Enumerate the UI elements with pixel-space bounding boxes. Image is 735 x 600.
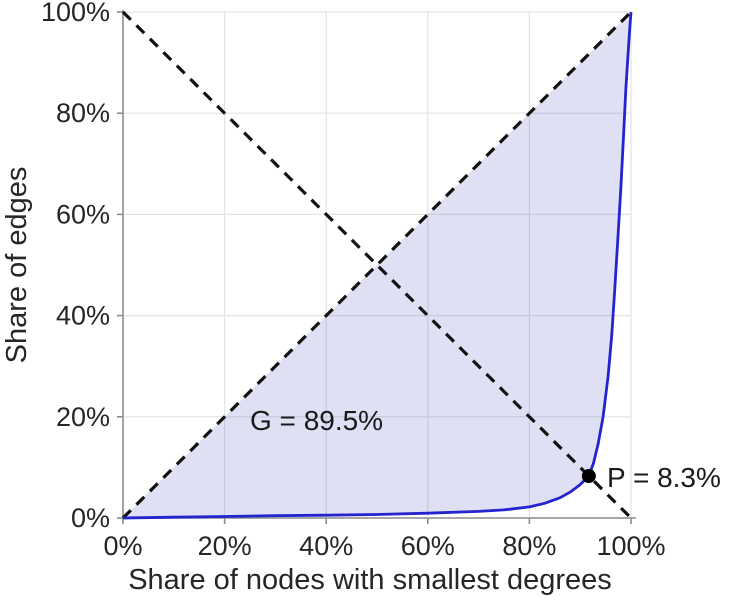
equality-diagonal: [121, 10, 633, 520]
x-tick-label: 20%: [198, 531, 252, 561]
x-tick-label: 100%: [596, 531, 665, 561]
y-axis-label: Share of edges: [1, 167, 33, 364]
y-tick-label: 80%: [56, 98, 110, 128]
x-tick-label: 0%: [103, 531, 142, 561]
x-tick-label: 80%: [502, 531, 556, 561]
ticklabel-layer: 0%0% 20% 20% 40% 40% 60% 60% 80% 80% 100% 100%: [41, 0, 666, 561]
y-tick-label: 60%: [56, 199, 110, 229]
x-tick-label: 40%: [299, 531, 353, 561]
gini-annotation: G = 89.5%: [250, 405, 383, 436]
label-layer: Share of edges Share of nodes with small…: [1, 167, 721, 596]
y-tick-label: 20%: [56, 402, 110, 432]
pareto-point-marker: [581, 469, 596, 484]
data-layer: [117, 10, 636, 524]
pareto-annotation: P = 8.3%: [607, 462, 721, 493]
x-axis-label: Share of nodes with smallest degrees: [128, 564, 612, 596]
x-tick-label: 60%: [401, 531, 455, 561]
anti-diagonal: [121, 10, 633, 520]
y-tick-label: 100%: [41, 0, 110, 27]
y-tick-label: 0%: [71, 503, 110, 533]
y-tick-label: 40%: [56, 301, 110, 331]
